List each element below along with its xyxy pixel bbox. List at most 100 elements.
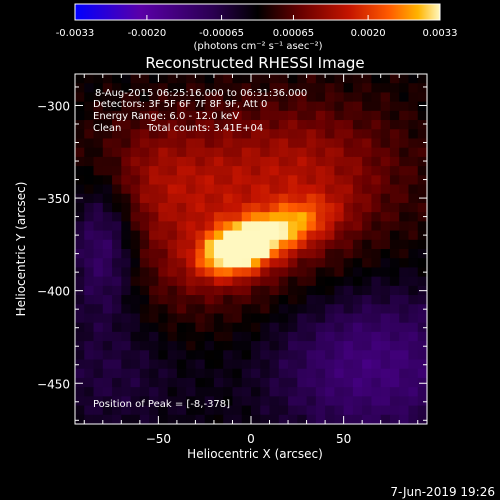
heatmap-cell xyxy=(278,156,289,167)
heatmap-cell xyxy=(251,101,261,112)
heatmap-cell xyxy=(75,341,85,351)
heatmap-cell xyxy=(389,74,400,84)
heatmap-cell xyxy=(389,83,400,94)
heatmap-cell xyxy=(371,396,382,407)
heatmap-cell xyxy=(389,322,400,333)
heatmap-cell xyxy=(269,129,280,140)
heatmap-cell xyxy=(149,110,159,121)
heatmap-cell xyxy=(380,202,391,213)
heatmap-cell xyxy=(399,92,410,103)
heatmap-cell xyxy=(389,377,400,388)
heatmap-cell xyxy=(102,276,113,287)
heatmap-cell xyxy=(325,147,335,158)
heatmap-cell xyxy=(269,92,280,103)
heatmap-cell xyxy=(334,396,345,407)
heatmap-cell xyxy=(352,129,363,140)
heatmap-cell xyxy=(186,258,197,269)
heatmap-cell xyxy=(84,285,95,296)
heatmap-cell xyxy=(232,74,243,84)
heatmap-cell xyxy=(343,193,354,204)
heatmap-cell xyxy=(167,147,178,158)
heatmap-cell xyxy=(130,350,141,361)
heatmap-cell xyxy=(399,405,410,416)
heatmap-cell xyxy=(149,83,159,94)
heatmap-cell xyxy=(195,74,206,84)
heatmap-cell xyxy=(93,212,104,222)
heatmap-cell xyxy=(241,285,252,296)
heatmap xyxy=(75,74,428,425)
heatmap-cell xyxy=(334,405,345,416)
heatmap-cell xyxy=(121,83,132,94)
heatmap-cell xyxy=(417,74,428,84)
heatmap-cell xyxy=(297,101,308,112)
heatmap-cell xyxy=(269,156,280,167)
heatmap-cell xyxy=(167,258,178,269)
heatmap-cell xyxy=(343,368,354,379)
heatmap-cell xyxy=(121,110,132,121)
heatmap-cell xyxy=(112,202,122,213)
heatmap-cell xyxy=(167,221,178,232)
heatmap-cell xyxy=(241,267,252,278)
heatmap-cell xyxy=(112,193,122,204)
heatmap-cell xyxy=(408,331,419,342)
heatmap-cell xyxy=(371,110,382,121)
heatmap-cell xyxy=(371,322,382,333)
heatmap-cell xyxy=(130,322,141,333)
heatmap-cell xyxy=(380,414,391,425)
heatmap-cell xyxy=(149,202,159,213)
heatmap-cell xyxy=(186,331,197,342)
heatmap-cell xyxy=(232,249,243,259)
heatmap-cell xyxy=(352,212,363,222)
heatmap-cell xyxy=(241,368,252,379)
heatmap-cell xyxy=(325,212,335,222)
heatmap-cell xyxy=(93,138,104,149)
heatmap-cell xyxy=(251,212,261,222)
heatmap-cell xyxy=(269,193,280,204)
heatmap-cell xyxy=(213,101,224,112)
heatmap-cell xyxy=(260,396,271,407)
heatmap-cell xyxy=(362,322,373,333)
heatmap-cell xyxy=(371,405,382,416)
heatmap-cell xyxy=(343,295,354,305)
heatmap-cell xyxy=(186,110,197,121)
heatmap-cell xyxy=(84,249,95,259)
heatmap-cell xyxy=(260,368,271,379)
heatmap-cell xyxy=(176,249,187,259)
heatmap-cell xyxy=(260,184,271,195)
heatmap-cell xyxy=(389,276,400,287)
heatmap-cell xyxy=(213,212,224,222)
heatmap-cell xyxy=(362,120,373,130)
heatmap-cell xyxy=(297,166,308,176)
heatmap-cell xyxy=(260,295,271,305)
heatmap-cell xyxy=(112,221,122,232)
heatmap-cell xyxy=(371,414,382,425)
heatmap-cell xyxy=(213,414,224,425)
heatmap-cell xyxy=(315,276,326,287)
heatmap-cell xyxy=(232,341,243,351)
heatmap-cell xyxy=(112,83,122,94)
heatmap-cell xyxy=(241,405,252,416)
heatmap-cell xyxy=(380,138,391,149)
heatmap-cell xyxy=(223,359,234,370)
heatmap-cell xyxy=(195,350,206,361)
heatmap-cell xyxy=(112,368,122,379)
heatmap-cell xyxy=(417,129,428,140)
heatmap-cell xyxy=(278,350,289,361)
heatmap-cell xyxy=(371,230,382,241)
heatmap-cell xyxy=(251,387,261,397)
heatmap-cell xyxy=(417,313,428,324)
heatmap-cell xyxy=(158,175,169,186)
heatmap-cell xyxy=(121,258,132,269)
heatmap-cell xyxy=(334,101,345,112)
heatmap-cell xyxy=(297,414,308,425)
colorbar: -0.0033 -0.0020 -0.00065 0.00065 0.0020 0.003… xyxy=(56,3,458,52)
heatmap-cell xyxy=(213,184,224,195)
heatmap-cell xyxy=(352,156,363,167)
heatmap-cell xyxy=(315,175,326,186)
heatmap-cell xyxy=(112,166,122,176)
heatmap-cell xyxy=(204,249,215,259)
y-tick-label: −450 xyxy=(37,377,70,391)
heatmap-cell xyxy=(130,184,141,195)
heatmap-cell xyxy=(399,322,410,333)
heatmap-cell xyxy=(417,267,428,278)
